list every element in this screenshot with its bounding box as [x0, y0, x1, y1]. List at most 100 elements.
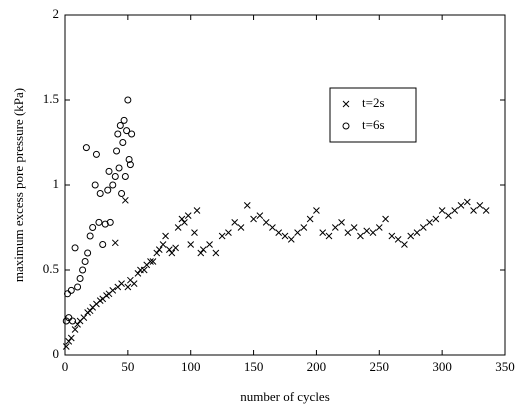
- data-point: [118, 280, 125, 287]
- y-tick-label: 0.5: [43, 261, 59, 276]
- data-point: [287, 236, 295, 243]
- data-point: [325, 232, 333, 240]
- data-point: [69, 317, 77, 325]
- data-point: [463, 198, 471, 206]
- data-point: [445, 212, 452, 219]
- data-point: [281, 232, 289, 240]
- data-point: [123, 127, 131, 135]
- data-point: [197, 249, 205, 257]
- data-point: [212, 249, 220, 257]
- data-point: [401, 241, 408, 248]
- data-point: [168, 249, 176, 257]
- data-point: [155, 246, 163, 253]
- data-point: [140, 266, 148, 274]
- data-point: [128, 130, 136, 138]
- data-point: [350, 224, 358, 231]
- x-tick-label: 50: [121, 359, 134, 374]
- data-point: [86, 232, 94, 240]
- data-point: [388, 232, 396, 240]
- data-point: [243, 202, 251, 209]
- data-point: [426, 219, 433, 226]
- data-point: [432, 215, 440, 223]
- data-point: [269, 224, 276, 231]
- data-point: [181, 219, 188, 226]
- data-point: [111, 239, 119, 247]
- data-point: [451, 207, 459, 214]
- data-point: [89, 224, 97, 231]
- legend-marker: [342, 100, 350, 108]
- data-point: [206, 241, 213, 248]
- data-point: [306, 215, 314, 223]
- data-point: [95, 218, 103, 226]
- data-point: [124, 283, 132, 291]
- data-point: [187, 241, 195, 248]
- data-point: [124, 96, 132, 104]
- data-point: [363, 227, 371, 235]
- x-tick-label: 200: [307, 359, 327, 374]
- data-point: [109, 181, 117, 189]
- data-point: [218, 232, 226, 240]
- x-axis-label: number of cycles: [240, 389, 330, 404]
- data-point: [153, 249, 161, 257]
- data-point: [104, 186, 112, 194]
- data-point: [237, 224, 245, 231]
- y-tick-label: 1: [53, 176, 60, 191]
- data-point: [338, 219, 345, 226]
- data-point: [382, 215, 389, 223]
- data-point: [199, 246, 207, 253]
- data-point: [438, 207, 446, 214]
- data-point: [159, 241, 167, 248]
- data-point: [121, 173, 129, 180]
- data-point: [162, 232, 169, 240]
- data-point: [116, 122, 124, 129]
- data-point: [357, 232, 364, 240]
- data-point: [319, 229, 327, 236]
- data-point: [482, 207, 490, 214]
- legend-marker: [342, 122, 350, 130]
- data-point: [82, 144, 90, 152]
- data-point: [113, 147, 121, 155]
- data-point: [174, 224, 182, 231]
- data-point: [86, 307, 94, 315]
- data-point: [120, 116, 128, 124]
- data-point: [99, 241, 107, 248]
- data-point: [407, 232, 415, 240]
- data-point: [67, 334, 75, 342]
- data-point: [262, 219, 270, 226]
- data-point: [231, 219, 239, 226]
- data-point: [84, 249, 92, 257]
- data-point: [114, 130, 122, 138]
- data-point: [71, 244, 79, 252]
- data-point: [67, 286, 75, 294]
- data-point: [125, 156, 133, 163]
- legend-label: t=2s: [362, 95, 385, 110]
- data-point: [111, 173, 119, 180]
- data-point: [71, 326, 79, 333]
- data-point: [313, 207, 320, 214]
- data-point: [369, 229, 377, 236]
- data-point: [250, 215, 257, 223]
- data-point: [119, 139, 127, 146]
- x-tick-label: 350: [495, 359, 515, 374]
- x-tick-label: 300: [432, 359, 452, 374]
- data-point: [294, 229, 301, 236]
- legend-box: [329, 87, 417, 143]
- data-point: [96, 190, 104, 197]
- data-point: [193, 207, 201, 214]
- data-point: [275, 229, 283, 236]
- x-tick-label: 250: [370, 359, 390, 374]
- data-point: [457, 202, 465, 209]
- data-point: [470, 207, 477, 214]
- data-point: [115, 164, 123, 172]
- data-point: [147, 258, 154, 265]
- data-point: [62, 343, 70, 350]
- data-point: [80, 314, 88, 321]
- x-tick-label: 100: [181, 359, 201, 374]
- data-point: [300, 224, 308, 231]
- data-point: [375, 224, 383, 231]
- y-axis-label: maximum excess pore pressure (kPa): [11, 88, 26, 282]
- data-point: [79, 266, 87, 274]
- data-point: [149, 258, 157, 265]
- data-point: [76, 275, 84, 282]
